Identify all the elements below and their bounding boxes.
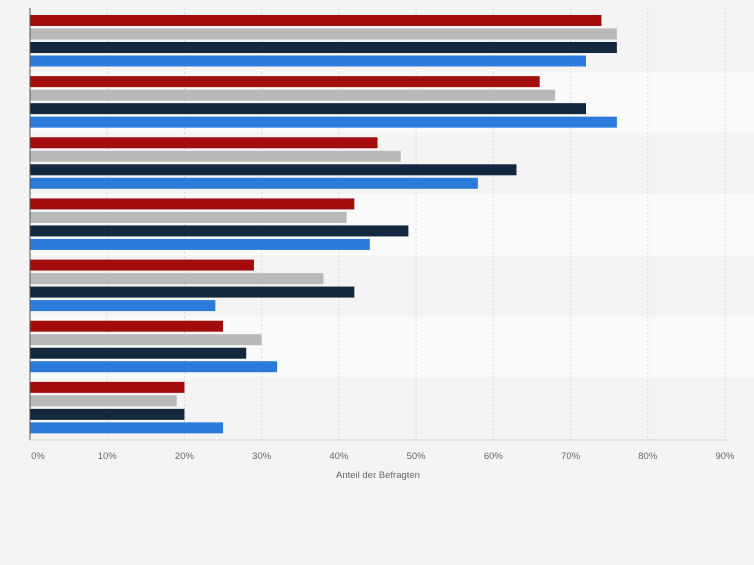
x-axis-label: Anteil der Befragten (336, 470, 420, 481)
x-tick-label: 40% (329, 451, 349, 462)
bar (30, 177, 478, 189)
x-tick-label: 80% (638, 451, 658, 462)
bar (30, 225, 409, 237)
bar (30, 28, 617, 40)
bar (30, 320, 224, 332)
x-tick-label: 60% (484, 451, 504, 462)
x-tick-labels: 0% 10% 20% 30% 40% 50% 60% 70% 80% 90% (31, 451, 735, 462)
bar (30, 395, 177, 407)
category-bands (30, 11, 754, 439)
bar (30, 238, 370, 250)
bar (30, 422, 224, 434)
bar (30, 347, 247, 359)
bar (30, 211, 347, 223)
bar (30, 361, 278, 373)
bar (30, 116, 617, 128)
x-tick-label: 0% (31, 451, 45, 462)
x-tick-label: 10% (98, 451, 118, 462)
bar (30, 15, 602, 26)
bar (30, 408, 185, 420)
bar (30, 381, 185, 393)
bar (30, 273, 324, 285)
bars (30, 15, 617, 434)
bar (30, 42, 617, 53)
axes (29, 8, 727, 441)
x-tick-label: 50% (407, 451, 427, 462)
x-tick-label: 30% (252, 451, 272, 462)
bar (30, 198, 355, 210)
bar (30, 334, 262, 346)
bar (30, 286, 355, 298)
bar (30, 103, 586, 115)
bar (30, 259, 254, 271)
x-tick-label: 70% (561, 451, 581, 462)
bar (30, 150, 401, 162)
bar (30, 89, 556, 101)
x-tick-label: 20% (175, 451, 195, 462)
bar (30, 76, 540, 88)
bar (30, 164, 517, 176)
bar (30, 137, 378, 149)
bar (30, 55, 586, 67)
x-tick-label: 90% (715, 451, 735, 462)
bar (30, 300, 216, 312)
